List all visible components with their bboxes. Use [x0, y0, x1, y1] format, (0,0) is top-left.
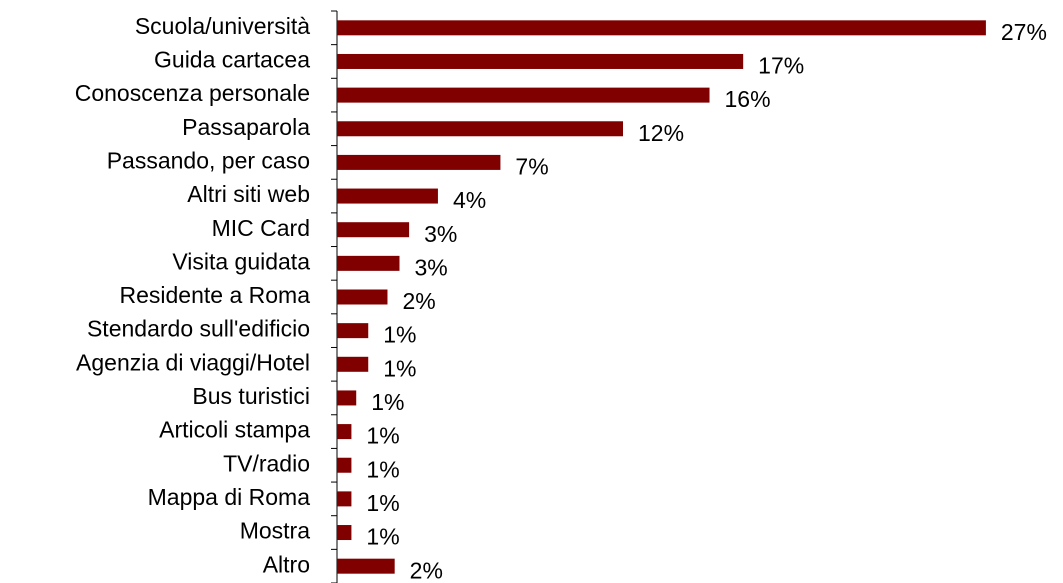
bar	[337, 525, 352, 541]
bar	[337, 457, 352, 473]
data-label: 1%	[366, 456, 399, 482]
y-tick-label: Passando, per caso	[107, 147, 310, 173]
data-label: 16%	[725, 86, 771, 112]
bar	[337, 188, 438, 204]
y-tick-label: Altro	[263, 551, 310, 577]
y-tick-label: MIC Card	[212, 215, 310, 241]
y-tick-label: Bus turistici	[192, 383, 310, 409]
y-tick-label: Residente a Roma	[120, 282, 311, 308]
bar	[337, 255, 400, 271]
bar	[337, 20, 986, 36]
bar	[337, 424, 352, 440]
data-label: 1%	[366, 524, 399, 550]
y-tick-label: Stendardo sull'edificio	[87, 316, 310, 342]
data-label: 2%	[402, 288, 435, 314]
data-label: 7%	[515, 153, 548, 179]
data-label: 12%	[638, 120, 684, 146]
bar	[337, 154, 501, 170]
y-tick-label: TV/radio	[223, 450, 310, 476]
data-label: 1%	[371, 389, 404, 415]
data-label: 2%	[410, 557, 443, 583]
data-label: 4%	[453, 187, 486, 213]
data-label: 1%	[366, 490, 399, 516]
y-tick-label: Passaparola	[182, 114, 310, 140]
data-label: 1%	[383, 322, 416, 348]
bar	[337, 356, 369, 372]
y-tick-label: Altri siti web	[187, 181, 310, 207]
y-tick-label: Scuola/università	[135, 13, 310, 39]
data-label: 17%	[758, 53, 804, 79]
data-label: 3%	[414, 254, 447, 280]
bar	[337, 558, 395, 574]
bar	[337, 222, 410, 238]
y-tick-label: Articoli stampa	[159, 417, 310, 443]
bar	[337, 53, 744, 69]
bar	[337, 323, 369, 339]
y-tick-label: Visita guidata	[172, 248, 310, 274]
y-tick-label: Agenzia di viaggi/Hotel	[76, 349, 310, 375]
y-tick-label: Conoscenza personale	[75, 80, 310, 106]
bar	[337, 121, 623, 137]
bar	[337, 390, 357, 406]
bar	[337, 87, 710, 103]
y-tick-label: Guida cartacea	[154, 47, 310, 73]
data-label: 3%	[424, 221, 457, 247]
data-label: 27%	[1001, 19, 1047, 45]
y-tick-label: Mappa di Roma	[148, 484, 311, 510]
data-label: 1%	[366, 423, 399, 449]
bar	[337, 491, 352, 507]
y-tick-label: Mostra	[240, 518, 311, 544]
bar	[337, 289, 388, 305]
data-label: 1%	[383, 355, 416, 381]
